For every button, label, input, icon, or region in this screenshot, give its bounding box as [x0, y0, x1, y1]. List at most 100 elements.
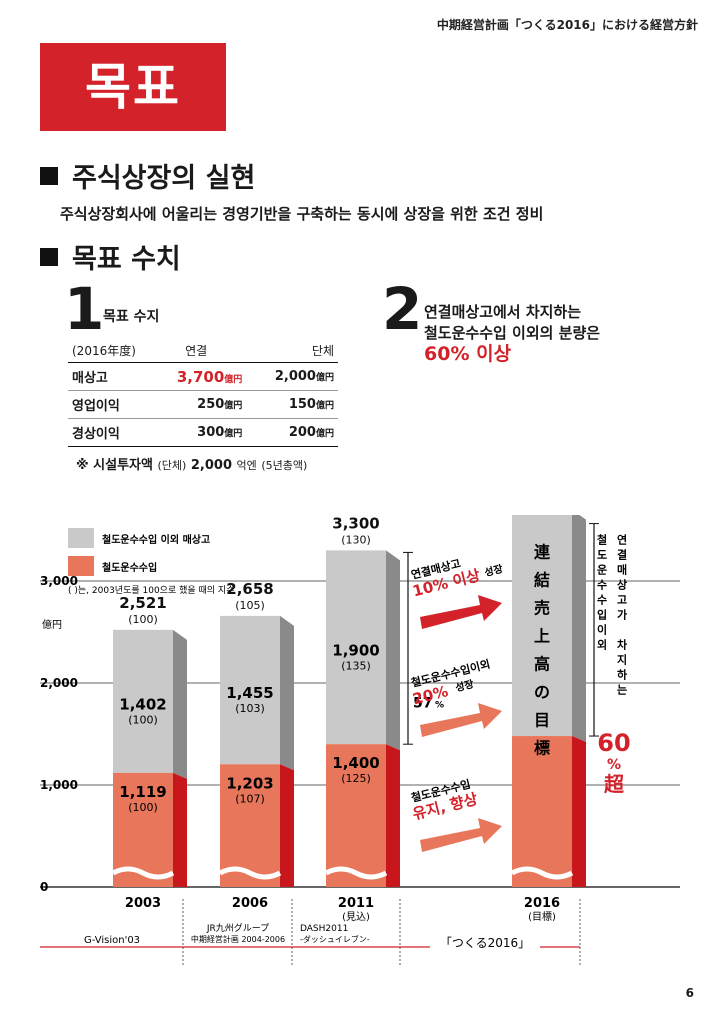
right-share-unit: %	[607, 757, 621, 773]
right-vertical-char: 입	[597, 609, 607, 622]
row-label: 경상이익	[68, 418, 146, 447]
right-vertical2-char: 매	[617, 563, 627, 577]
rail-index-label: (100)	[128, 801, 158, 814]
bar-non-rail	[326, 550, 386, 745]
unit-text: 億円	[224, 374, 243, 385]
legend-label-rail: 철도운수수입	[102, 561, 157, 574]
capex-note: ※ 시설투자액 (단체) 2,000 억엔 (5년총액)	[76, 454, 307, 473]
right-vertical-char: 철	[597, 533, 607, 547]
non-rail-value-label: 1,402	[119, 695, 166, 713]
bar-side-non-rail	[280, 615, 294, 771]
legend-swatch-rail	[68, 556, 94, 576]
right-vertical-char: 수	[597, 579, 607, 592]
right-vertical2-char: 고	[617, 594, 627, 607]
axis-break-mark	[111, 866, 175, 880]
target-table: (2016年度) 연결 단체 매상고 3,700億円 2,000億円 영업이익 …	[68, 339, 338, 447]
right-vertical2-char: 가	[617, 608, 627, 622]
page-number: 6	[685, 986, 694, 1000]
bar-non-rail	[512, 515, 572, 737]
bar-side-rail	[386, 744, 400, 887]
bar-side-non-rail	[572, 515, 586, 743]
square-bullet-icon	[40, 248, 58, 266]
target2-line2: 철도운수수입 이외의 분량은	[424, 324, 601, 342]
table-header-year: (2016年度)	[68, 339, 146, 363]
section2-title-text: 목표 수치	[72, 244, 181, 275]
arrow-small-label: 철도운수수입이외	[410, 657, 492, 690]
bar-non-rail	[220, 615, 280, 765]
period-label: 「つくる2016」	[440, 936, 530, 950]
goal-badge: 목표	[40, 43, 226, 131]
period-label: DASH2011	[300, 924, 348, 934]
period-label2: -ダッシュイレブン-	[300, 934, 370, 944]
non-rail-value-label: 1,455	[226, 684, 273, 702]
bar-side-rail	[572, 736, 586, 887]
value-text: 3,700	[176, 367, 225, 386]
x-tick-label: 2016	[524, 896, 560, 911]
target-bar-char: 結	[534, 571, 550, 590]
total-value-label: 2,658	[226, 580, 273, 598]
note-value: 2,000	[190, 458, 232, 473]
table-row: 경상이익 300億円 200億円	[68, 418, 338, 447]
right-vertical2-char: 는	[617, 684, 627, 697]
y-tick-label: 0	[40, 880, 48, 894]
right-vertical2-char: 하	[617, 668, 628, 682]
target-bar-char: 高	[534, 655, 550, 674]
section1-description: 주식상장회사에 어울리는 경영기반을 구축하는 동시에 상장을 위한 조건 정비	[60, 205, 544, 223]
non-rail-value-label: 1,900	[332, 641, 379, 659]
period-label: JR九州グループ	[206, 922, 269, 934]
section1-title-text: 주식상장의 실현	[72, 163, 256, 194]
note-unit: 억엔	[236, 459, 257, 472]
row-consolidated: 3,700億円	[146, 362, 247, 391]
rail-value-label: 1,119	[119, 783, 166, 801]
unit-text: 億円	[224, 429, 243, 439]
arrow-tail-label: 성장	[483, 562, 505, 579]
table-header-single: 단체	[246, 339, 338, 363]
row-label: 매상고	[68, 362, 146, 391]
right-vertical2-char: 지	[617, 653, 627, 667]
total-index-label: (130)	[341, 533, 371, 546]
value-text: 150	[288, 397, 316, 412]
y-tick-label: 2,000	[40, 676, 78, 690]
x-tick-sublabel: (目標)	[528, 910, 556, 923]
right-share-value: 60	[597, 729, 630, 757]
goal-badge-label: 목표	[85, 58, 181, 116]
non-rail-index-label: (135)	[341, 659, 371, 672]
target-bar-char: 連	[534, 543, 551, 562]
value-text: 200	[288, 425, 316, 440]
axis-break-mark	[510, 866, 574, 880]
bar-non-rail	[113, 629, 173, 773]
rail-value-label: 1,203	[226, 774, 273, 792]
growth-arrow-icon	[420, 595, 502, 629]
non-rail-index-label: (100)	[128, 713, 158, 726]
y-axis-unit: 億円	[42, 618, 62, 631]
arrow-tail-label: 성장	[454, 677, 476, 694]
right-vertical-char: 외	[597, 638, 607, 652]
table-row: 매상고 3,700億円 2,000億円	[68, 362, 338, 391]
x-tick-sublabel: (見込)	[342, 911, 370, 923]
total-index-label: (100)	[128, 613, 158, 626]
x-tick-label: 2011	[338, 896, 374, 911]
axis-break-mark	[218, 866, 282, 880]
target2-value: 60% 이상	[424, 343, 512, 365]
note-label: 시설투자액	[93, 458, 153, 473]
legend-label-non-rail: 철도운수수입 이외 매상고	[102, 533, 210, 546]
bar-rail	[512, 736, 572, 887]
table-row: 영업이익 250億円 150億円	[68, 390, 338, 419]
x-tick-label: 2003	[125, 896, 161, 911]
target-bar-char: 標	[534, 739, 550, 758]
growth-arrow-icon	[420, 703, 502, 737]
target-bar-char: 上	[534, 627, 550, 646]
bar-rail	[326, 744, 386, 887]
rail-index-label: (125)	[341, 772, 371, 785]
right-vertical2-char: 연	[617, 533, 627, 547]
growth-arrow-icon	[420, 818, 502, 852]
bar-side-rail	[173, 772, 187, 887]
period-label2: 中期経営計画 2004-2006	[191, 934, 285, 944]
row-consolidated: 250億円	[146, 390, 247, 419]
right-vertical-char: 수	[597, 594, 607, 607]
right-share-tail: 超	[603, 772, 625, 796]
document-header-title: 中期経営計画「つくる2016」における経営方針	[436, 18, 698, 32]
y-tick-label: 1,000	[40, 778, 78, 792]
share-2011-label: 57	[413, 695, 432, 711]
share-2011-unit: %	[435, 700, 444, 710]
